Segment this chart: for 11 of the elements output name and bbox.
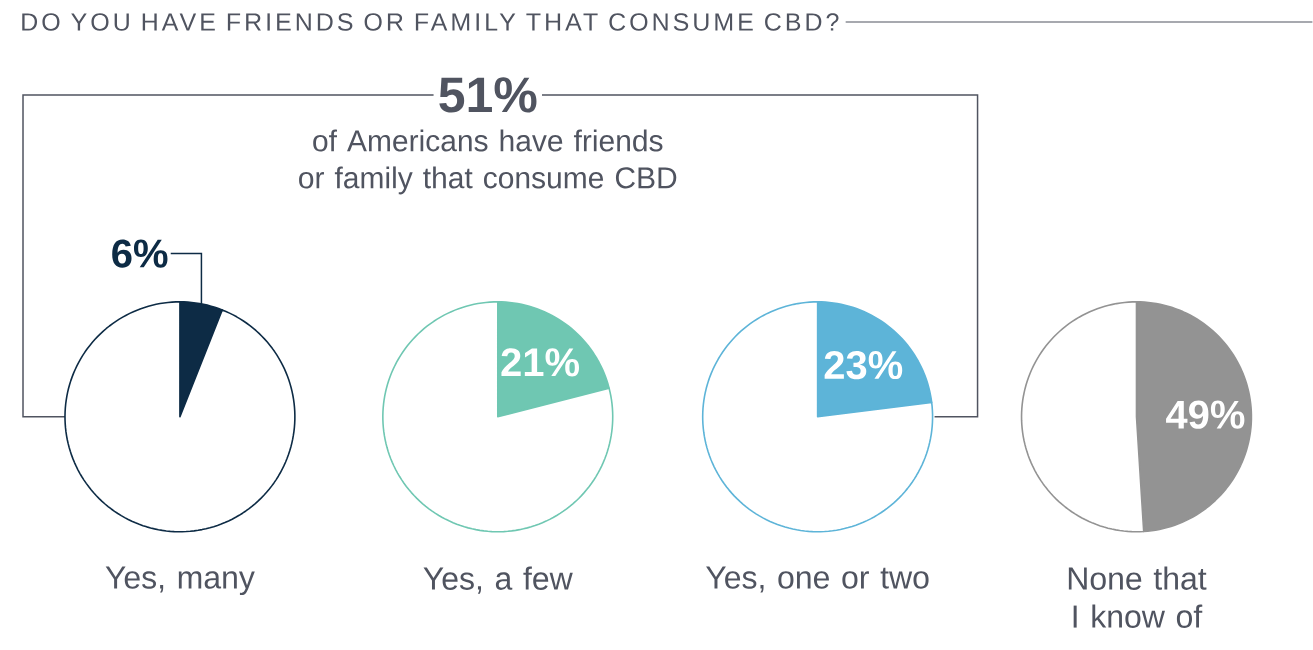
data-label: 21% — [501, 348, 580, 377]
text: DO YOU HAVE FRIENDS OR FAMILY THAT CONSUME CBD? — [22, 13, 839, 31]
text: of Americans have friends or family that consume CBD — [299, 129, 677, 195]
text: Yes, one or two — [706, 566, 929, 593]
data-label: 6% — [112, 239, 168, 268]
data-label: 23% — [824, 351, 903, 380]
text: Yes, many — [105, 566, 255, 596]
data-label: 49% — [1166, 400, 1245, 429]
text: Yes, a few — [423, 566, 573, 594]
text: None that I know of — [1068, 566, 1207, 629]
text: 51% — [439, 77, 537, 113]
